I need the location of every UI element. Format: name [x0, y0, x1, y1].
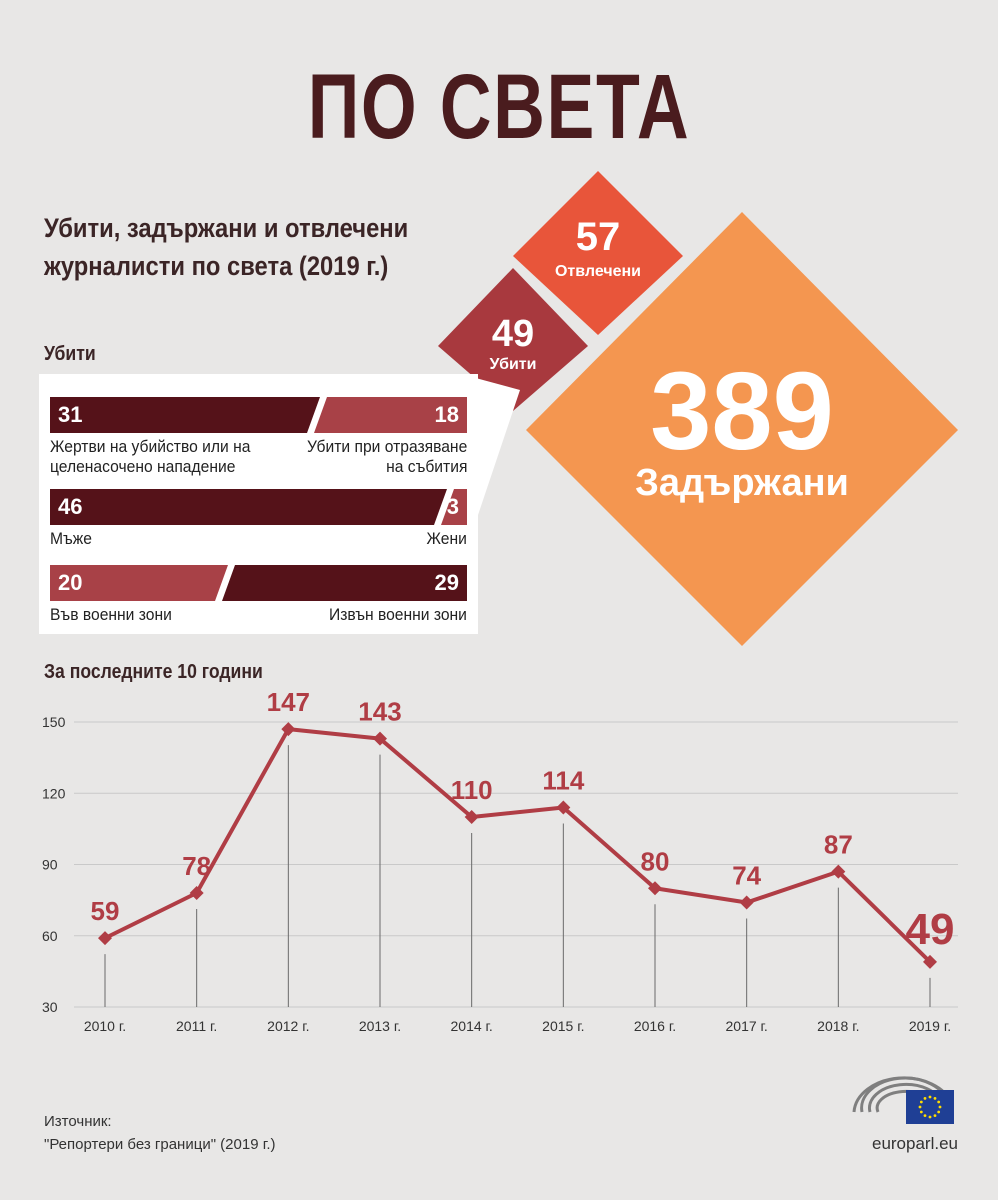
- bar-3-left-label: Във военни зони: [50, 605, 172, 624]
- data-point: [556, 800, 571, 815]
- page-title: ПО СВЕТА: [307, 56, 691, 158]
- bar-3-right-label: Извън военни зони: [329, 605, 467, 624]
- y-tick-label: 90: [42, 857, 58, 873]
- detained-label: Задържани: [635, 462, 849, 504]
- eu-star: [918, 1105, 922, 1109]
- eu-star: [937, 1110, 941, 1114]
- bar-1-right-segment: [314, 397, 467, 433]
- eu-star: [923, 1096, 927, 1100]
- killed-breakdown-panel: 31 18 Жертви на убийство или на целенасо…: [39, 374, 478, 634]
- data-label: 78: [182, 851, 211, 881]
- eu-stars-icon: [918, 1095, 942, 1119]
- abducted-value: 57: [575, 215, 621, 259]
- eu-star: [933, 1114, 937, 1118]
- data-label: 49: [906, 905, 955, 954]
- data-label: 74: [732, 861, 761, 891]
- bar-3-left-segment: [50, 565, 228, 601]
- chart-heading: За последните 10 години: [44, 661, 263, 683]
- data-label: 143: [358, 697, 401, 727]
- eu-star: [919, 1100, 923, 1104]
- bar-1-right-label-1: Убити при отразяване: [306, 437, 467, 456]
- breakdown-bar-2: [50, 489, 467, 525]
- data-label: 59: [91, 896, 120, 926]
- x-tick-label: 2015 г.: [542, 1018, 584, 1034]
- data-point: [831, 864, 846, 879]
- data-point: [189, 886, 204, 900]
- stats-diamonds: [438, 171, 958, 646]
- bar-2-left-value: 46: [58, 494, 83, 519]
- data-label: 114: [542, 766, 584, 796]
- killed-value: 49: [491, 313, 535, 355]
- breakdown-bar-1: [50, 397, 467, 433]
- data-point: [739, 895, 754, 910]
- bar-1-right-label-2: на събития: [385, 457, 467, 476]
- eu-star: [923, 1114, 927, 1118]
- bar-2-right-value: 3: [446, 494, 459, 519]
- x-tick-label: 2010 г.: [84, 1018, 126, 1034]
- bar-3-right-segment: [222, 565, 467, 601]
- x-tick-label: 2017 г.: [726, 1018, 768, 1034]
- bar-2-right-label: Жени: [426, 529, 467, 548]
- detained-diamond: [526, 212, 958, 646]
- bar-2-right-segment: [441, 489, 467, 525]
- y-tick-label: 120: [42, 785, 66, 801]
- data-label: 110: [451, 775, 493, 805]
- x-tick-label: 2016 г.: [634, 1018, 676, 1034]
- data-label: 147: [267, 690, 310, 717]
- europarl-link[interactable]: europarl.eu: [871, 1134, 958, 1153]
- bar-1-left-label-2: целенасочено нападение: [50, 457, 236, 476]
- x-tick-label: 2014 г.: [451, 1018, 493, 1034]
- line-chart: 30 60 90 120 150 2010 г. 2011 г. 2012 г. 2013 г.…: [42, 690, 958, 1034]
- eu-flag-icon: [906, 1090, 954, 1124]
- data-point: [281, 722, 296, 737]
- y-tick-label: 30: [42, 999, 58, 1015]
- data-point: [923, 954, 937, 969]
- data-point: [373, 731, 387, 746]
- abducted-label: Отвлечени: [554, 263, 642, 280]
- breakdown-bar-3: [50, 565, 467, 601]
- bar-1-left-value: 31: [58, 402, 83, 427]
- eu-star: [919, 1110, 923, 1114]
- eu-star: [937, 1100, 941, 1104]
- eu-star: [928, 1115, 932, 1119]
- callout-pointer: [472, 377, 520, 515]
- series-line: [104, 727, 932, 964]
- subtitle-line-2: журналисти по света (2019 г.): [44, 251, 389, 281]
- data-point: [98, 931, 112, 946]
- bar-2-left-segment: [50, 489, 447, 525]
- eu-star: [938, 1105, 942, 1109]
- x-tick-label: 2018 г.: [817, 1018, 859, 1034]
- bar-1-left-label-1: Жертви на убийство или на: [50, 437, 251, 456]
- killed-heading: Убити: [44, 343, 96, 365]
- x-tick-label: 2019 г.: [909, 1018, 951, 1034]
- killed-label: Убити: [489, 356, 537, 373]
- bar-2-left-label: Мъже: [50, 529, 92, 548]
- data-point: [648, 881, 662, 896]
- subtitle-line-1: Убити, задържани и отвлечени: [44, 213, 409, 243]
- bar-3-left-value: 20: [58, 570, 83, 595]
- x-tick-label: 2011 г.: [176, 1018, 217, 1034]
- breakdown-row-3: 20 29: [50, 565, 467, 601]
- bar-1-left-segment: [50, 397, 320, 433]
- source-text: "Репортери без граници" (2019 г.): [44, 1136, 276, 1153]
- breakdown-row-1: 31 18: [50, 397, 467, 433]
- breakdown-row-2: 46 3: [50, 489, 467, 525]
- y-tick-label: 60: [42, 928, 58, 944]
- x-tick-label: 2012 г.: [267, 1018, 309, 1034]
- detained-value: 389: [650, 350, 834, 473]
- x-tick-label: 2013 г.: [359, 1018, 401, 1034]
- bar-1-right-value: 18: [434, 402, 459, 427]
- parliament-logo: [852, 1076, 954, 1124]
- eu-star: [928, 1095, 932, 1099]
- bar-3-right-value: 29: [434, 570, 459, 595]
- data-point: [464, 810, 479, 824]
- source-label: Източник:: [44, 1113, 112, 1130]
- y-tick-label: 150: [42, 714, 66, 730]
- data-label: 80: [641, 846, 670, 876]
- eu-star: [933, 1096, 937, 1100]
- abducted-diamond: [513, 171, 683, 335]
- data-label: 87: [824, 830, 853, 860]
